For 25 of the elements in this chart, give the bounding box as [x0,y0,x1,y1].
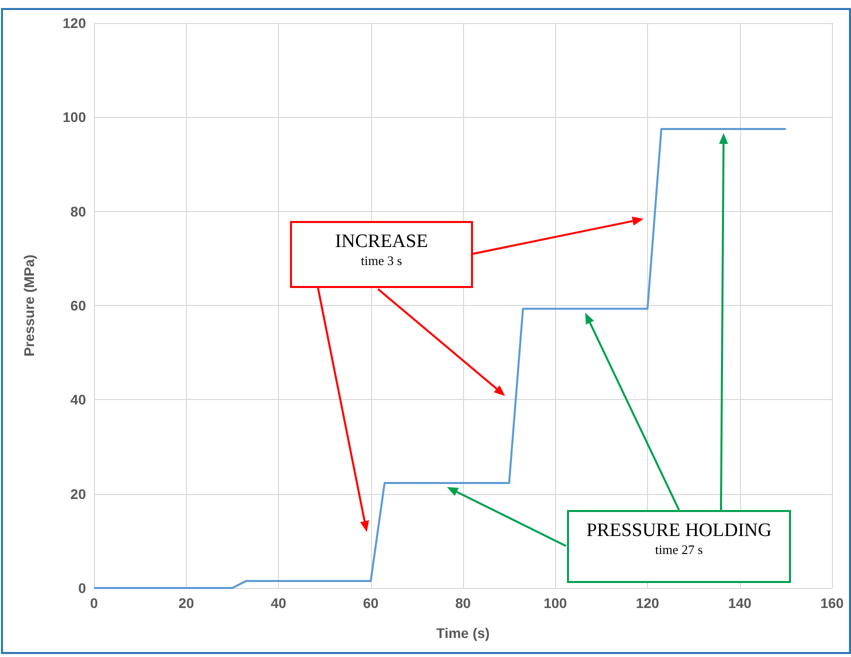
y-tick-label: 100 [62,109,86,126]
x-tick-label: 100 [544,595,568,611]
callout-box: PRESSURE HOLDING time 27 s [567,510,791,583]
x-tick-label: 140 [728,595,752,611]
annotation: time 3 s [360,253,404,269]
x-tick-label: 160 [820,595,844,611]
callout-box: INCREASE time 3 s [290,221,473,288]
y-tick-label: 60 [70,298,86,314]
x-tick-label: 120 [636,595,660,611]
y-tick-label: 120 [62,15,86,31]
annotation: PRESSURE HOLDING [585,520,773,542]
y-tick-label: 40 [70,392,86,408]
line-series [93,128,787,589]
x-tick-label: 80 [455,595,471,611]
y-tick-label: 80 [70,203,86,220]
x-axis-title: Time (s) [436,625,490,641]
y-tick-label: 0 [78,580,86,596]
x-tick-label: 0 [90,595,98,611]
x-tick-label: 20 [178,595,194,611]
y-tick-label: 20 [70,486,86,502]
x-tick-label: 40 [270,595,286,611]
y-axis-title: Pressure (MPa) [21,254,37,356]
x-tick-label: 60 [362,595,379,611]
annotation: time 27 s [654,542,704,558]
annotation: INCREASE [334,231,429,253]
